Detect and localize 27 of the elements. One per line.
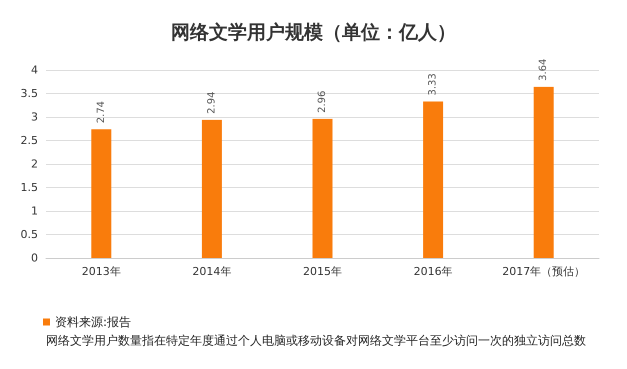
- bar: [534, 86, 554, 258]
- x-tick-label: 2013年: [82, 265, 121, 278]
- y-tick-label: 3.5: [20, 87, 38, 100]
- data-label: 2.96: [317, 90, 328, 113]
- x-tick-label: 2016年: [414, 265, 453, 278]
- data-label: 3.33: [428, 73, 439, 96]
- data-label: 2.94: [206, 92, 218, 114]
- y-tick-label: 2.5: [20, 134, 38, 147]
- text: 网络文学用户数量指在特定年度通过个人电脑或移动设备对网络文学平台至少访问一次的独立访问总数: [46, 334, 586, 348]
- bar: [423, 101, 444, 258]
- y-tick-label: 1: [31, 204, 38, 218]
- y-tick-label: 0: [31, 252, 38, 264]
- data-label: 3.64: [538, 58, 550, 81]
- y-tick-label: 0.5: [20, 228, 38, 241]
- y-tick-label: 3: [31, 110, 38, 124]
- chart-title: 网络文学用户规模（单位：亿人）: [171, 22, 456, 44]
- legend-label: 资料来源:报告: [55, 315, 132, 329]
- bar: [91, 129, 112, 258]
- y-tick-label: 4: [31, 64, 38, 76]
- x-tick-label: 2017年（预估）: [502, 265, 586, 278]
- x-tick-label: 2015年: [303, 265, 342, 278]
- bar: [202, 120, 222, 258]
- y-tick-label: 2: [31, 158, 38, 170]
- y-tick-label: 1.5: [20, 181, 38, 194]
- data-label: 2.74: [96, 100, 107, 124]
- bar: [312, 118, 332, 258]
- x-tick-label: 2014年: [192, 265, 232, 278]
